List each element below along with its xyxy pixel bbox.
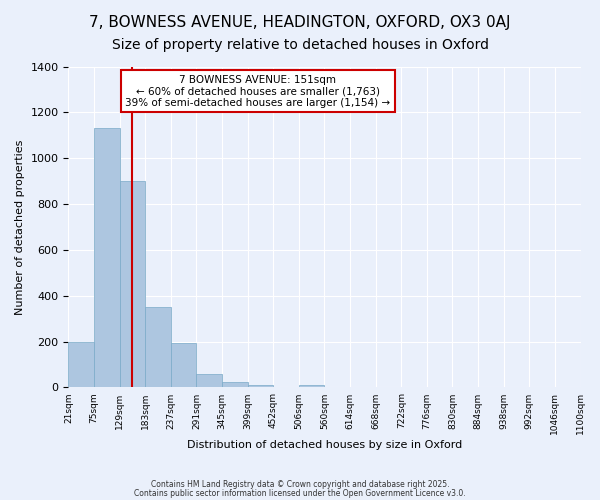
Text: Size of property relative to detached houses in Oxford: Size of property relative to detached ho… (112, 38, 488, 52)
Bar (248, 385, 273, 388)
Text: 7, BOWNESS AVENUE, HEADINGTON, OXFORD, OX3 0AJ: 7, BOWNESS AVENUE, HEADINGTON, OXFORD, O… (89, 15, 511, 30)
Bar (94, 128, 119, 388)
Y-axis label: Number of detached properties: Number of detached properties (15, 140, 25, 314)
X-axis label: Distribution of detached houses by size in Oxford: Distribution of detached houses by size … (187, 440, 462, 450)
Bar (119, 181, 145, 388)
Bar (171, 343, 196, 388)
Text: Contains HM Land Registry data © Crown copyright and database right 2025.: Contains HM Land Registry data © Crown c… (151, 480, 449, 489)
Bar (145, 307, 171, 388)
Bar (196, 374, 222, 388)
Bar (222, 382, 248, 388)
Text: Contains public sector information licensed under the Open Government Licence v3: Contains public sector information licen… (134, 488, 466, 498)
Bar (299, 385, 325, 388)
Text: 7 BOWNESS AVENUE: 151sqm
← 60% of detached houses are smaller (1,763)
39% of sem: 7 BOWNESS AVENUE: 151sqm ← 60% of detach… (125, 74, 391, 108)
Bar (68, 342, 94, 388)
